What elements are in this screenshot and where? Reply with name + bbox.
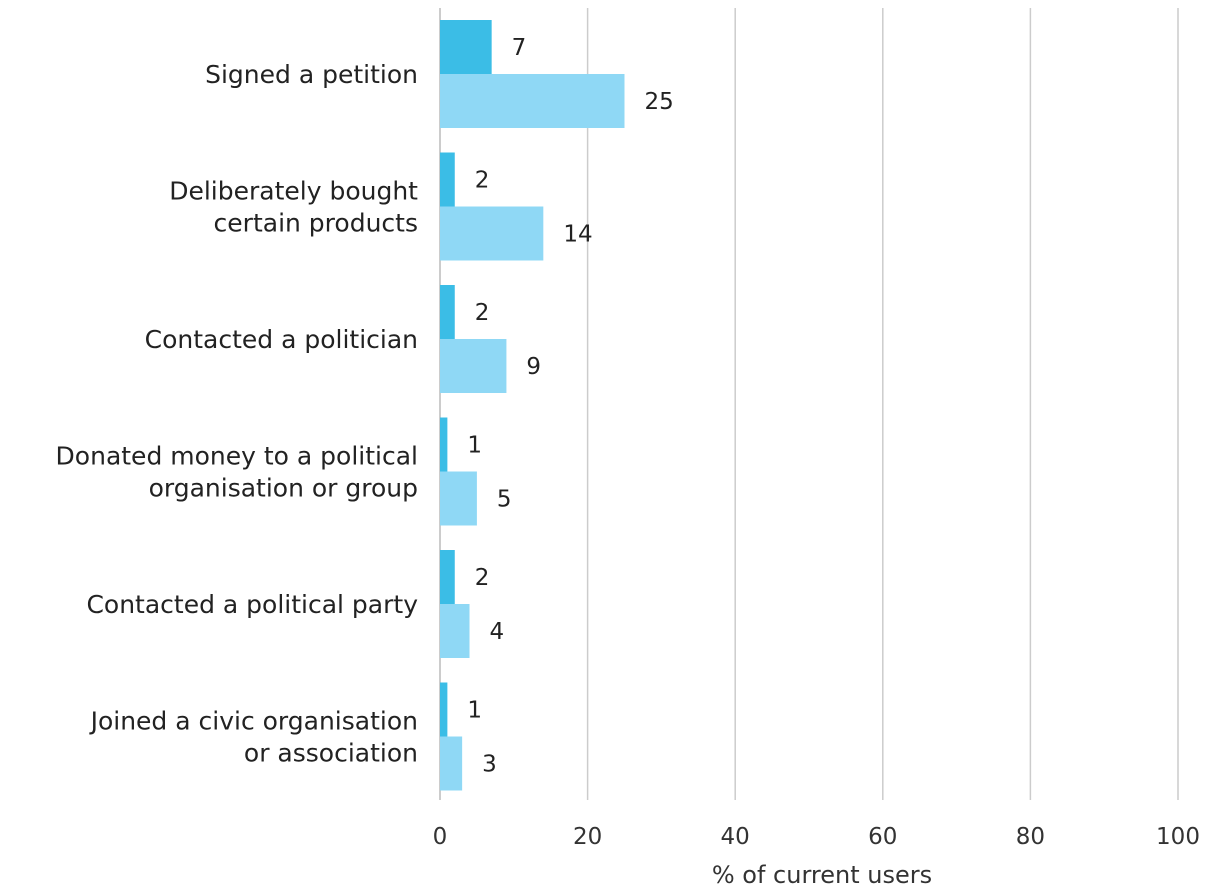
bar-series1-cat5 — [440, 550, 455, 604]
data-label: 2 — [475, 300, 490, 326]
data-label: 9 — [526, 354, 541, 380]
category-label: organisation or group — [149, 474, 418, 503]
category-label: Contacted a politician — [145, 325, 418, 354]
category-label: Joined a civic organisation — [89, 707, 418, 736]
x-tick-label: 60 — [868, 824, 897, 850]
data-label: 5 — [497, 487, 512, 513]
x-tick-label: 20 — [573, 824, 602, 850]
bar-series1-cat4 — [440, 417, 448, 472]
x-tick-label: 80 — [1016, 824, 1045, 850]
category-label: Contacted a political party — [86, 590, 418, 619]
data-label: 3 — [482, 752, 497, 778]
data-label: 1 — [467, 698, 482, 724]
bar-series1-cat6 — [440, 682, 448, 737]
bars — [440, 20, 625, 791]
category-label: Donated money to a political — [56, 442, 418, 471]
x-tick-label: 40 — [721, 824, 750, 850]
x-tick-label: 100 — [1156, 824, 1200, 850]
category-label: or association — [244, 739, 418, 768]
category-label: Signed a petition — [205, 60, 418, 89]
data-label: 4 — [490, 619, 505, 645]
data-label: 25 — [645, 89, 674, 115]
x-tick-label: 0 — [433, 824, 448, 850]
data-label: 1 — [467, 433, 482, 459]
category-label: Deliberately bought — [169, 177, 418, 206]
data-label: 7 — [512, 35, 527, 61]
bar-series2-cat4 — [440, 471, 477, 526]
bar-series2-cat5 — [440, 604, 470, 658]
x-axis-title: % of current users — [712, 861, 932, 888]
bar-series1-cat2 — [440, 152, 455, 207]
bar-series2-cat3 — [440, 339, 507, 393]
bar-series2-cat2 — [440, 206, 544, 261]
category-label: certain products — [214, 209, 418, 238]
bar-series1-cat3 — [440, 285, 455, 339]
data-label: 2 — [475, 168, 490, 194]
bar-series1-cat1 — [440, 20, 492, 74]
gridlines — [439, 8, 1179, 800]
data-label: 2 — [475, 565, 490, 591]
bar-series2-cat6 — [440, 736, 463, 791]
bar-series2-cat1 — [440, 74, 625, 128]
data-label: 14 — [563, 222, 592, 248]
